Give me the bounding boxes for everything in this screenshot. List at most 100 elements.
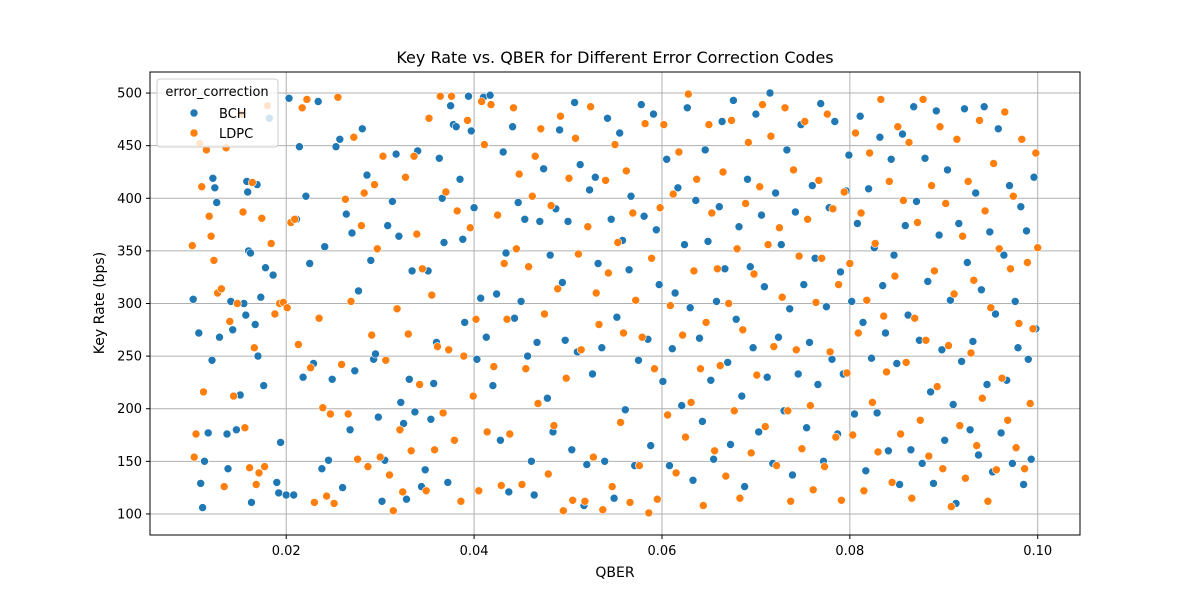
data-point [853, 328, 863, 338]
data-point [735, 493, 745, 503]
data-point [590, 172, 600, 182]
data-point [734, 222, 744, 231]
data-point [1011, 443, 1021, 453]
data-point [844, 150, 854, 160]
data-point [1019, 480, 1028, 489]
legend: error_correction BCH LDPC [156, 78, 279, 148]
data-point [349, 132, 359, 142]
data-point [876, 95, 886, 104]
data-point [884, 177, 894, 186]
data-point [635, 461, 644, 470]
data-point [188, 294, 198, 304]
data-point [900, 221, 910, 230]
data-point [446, 101, 455, 110]
data-point [305, 259, 315, 268]
data-point [362, 170, 372, 180]
data-point [955, 421, 965, 430]
data-point [341, 195, 350, 204]
data-point [620, 405, 630, 415]
data-point [755, 182, 765, 191]
data-point [744, 138, 753, 147]
data-point [471, 314, 481, 324]
data-point [962, 258, 972, 267]
data-point [760, 422, 770, 431]
data-point [977, 285, 986, 295]
data-point [580, 496, 590, 506]
data-point [1016, 202, 1026, 211]
data-point [1024, 354, 1033, 364]
data-point [917, 459, 927, 468]
data-point [948, 400, 958, 409]
data-point [594, 320, 604, 329]
legend-marker [189, 128, 199, 138]
series-bch [188, 88, 1041, 512]
data-point [486, 100, 496, 109]
data-point [918, 95, 928, 104]
data-point [570, 98, 579, 107]
data-point [1029, 172, 1039, 182]
data-point [743, 175, 752, 184]
data-point [1028, 324, 1038, 334]
data-point [737, 391, 747, 401]
data-point [992, 465, 1001, 475]
data-point [563, 217, 573, 226]
data-point [558, 278, 567, 287]
data-point [647, 253, 656, 263]
data-point [424, 114, 434, 123]
data-point [560, 335, 570, 345]
data-point [510, 313, 519, 323]
data-point [929, 479, 938, 488]
data-point [492, 289, 501, 299]
data-point [447, 91, 456, 101]
data-point [932, 382, 942, 391]
data-point [539, 164, 548, 174]
data-point [282, 303, 292, 313]
data-point [803, 215, 812, 224]
data-point [597, 343, 607, 353]
data-point [452, 206, 462, 216]
data-points [188, 88, 1042, 518]
data-point [680, 240, 689, 249]
data-point [568, 495, 578, 505]
data-point [375, 452, 385, 462]
data-point [222, 429, 232, 439]
data-point [498, 147, 508, 157]
data-point [993, 124, 1003, 134]
data-point [320, 242, 330, 251]
data-point [991, 309, 1000, 319]
data-point [429, 379, 439, 388]
data-point [398, 487, 408, 497]
data-point [907, 493, 917, 503]
data-point [188, 241, 197, 250]
data-point [388, 197, 397, 206]
data-point [294, 340, 303, 349]
data-point [861, 466, 871, 476]
data-point [232, 425, 241, 435]
data-point [940, 435, 950, 445]
y-tick-label: 400 [117, 192, 142, 207]
data-point [456, 496, 466, 506]
data-point [670, 288, 680, 298]
data-point [604, 268, 613, 278]
data-point [1020, 464, 1029, 474]
data-point [260, 462, 269, 471]
y-tick-label: 200 [117, 402, 142, 417]
data-point [210, 183, 220, 193]
data-point [856, 208, 866, 218]
data-point [893, 122, 903, 131]
data-point [564, 174, 574, 183]
data-point [805, 338, 814, 347]
y-tick-label: 350 [117, 244, 142, 259]
data-point [327, 374, 337, 384]
data-point [377, 496, 387, 506]
data-point [825, 347, 835, 357]
data-point [732, 244, 742, 254]
data-point [441, 187, 451, 197]
data-point [686, 398, 696, 407]
data-point [238, 207, 248, 217]
data-point [412, 229, 422, 239]
data-point [677, 401, 687, 410]
data-point [502, 314, 512, 324]
data-point [901, 358, 911, 367]
data-point [381, 355, 391, 365]
